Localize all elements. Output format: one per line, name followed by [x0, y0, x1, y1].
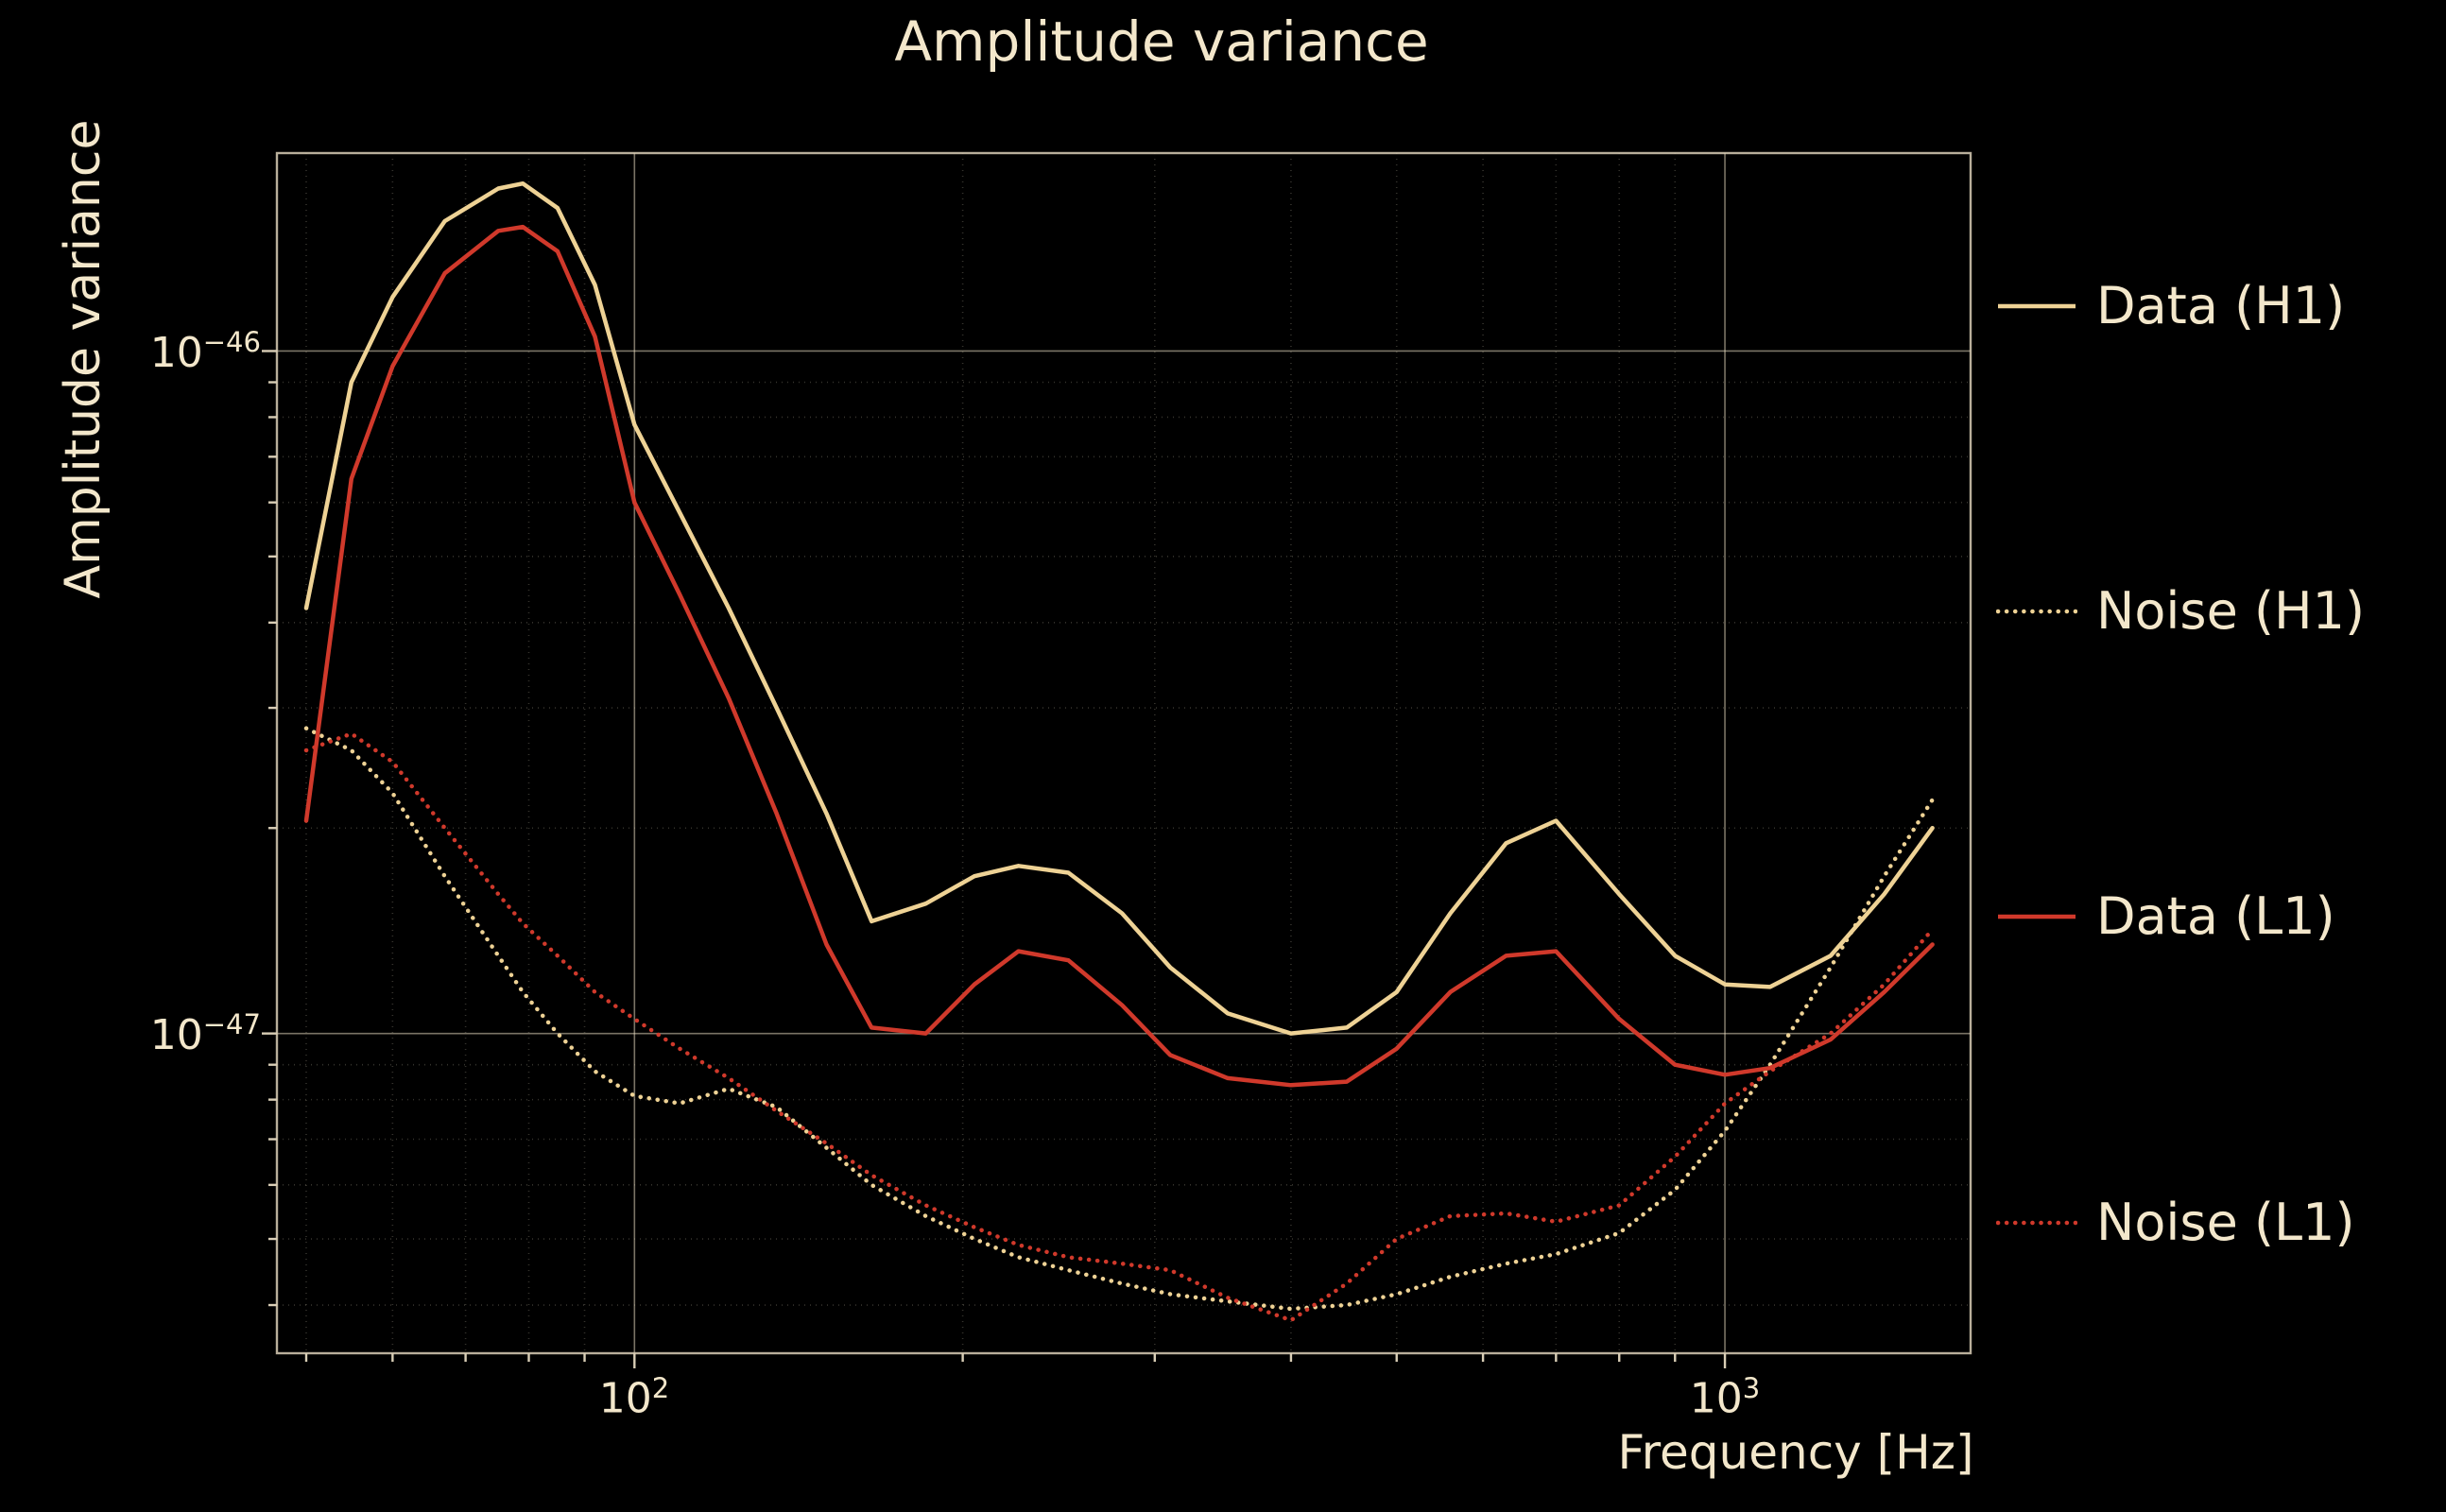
series-line-noise-l1 — [303, 730, 1935, 1323]
legend-entry-noise-h1: Noise (H1) — [1996, 581, 2365, 641]
y-tick-label-1e-46: 10−46 — [150, 326, 261, 377]
x-tick-exponent: 2 — [651, 1372, 670, 1404]
y-tick-exponent: −46 — [202, 326, 261, 359]
y-tick-label-1e-47: 10−47 — [150, 1008, 261, 1059]
legend-entry-noise-l1: Noise (L1) — [1996, 1193, 2355, 1252]
y-tick-exponent: −47 — [202, 1008, 261, 1041]
plot-border — [275, 151, 1972, 1355]
x-axis-label: Frequency [Hz] — [1617, 1425, 1974, 1480]
legend-label: Noise (H1) — [2096, 581, 2366, 641]
x-tick-label-100: 102 — [599, 1372, 669, 1423]
legend-label: Noise (L1) — [2096, 1193, 2355, 1252]
series-line-noise-h1 — [303, 726, 1935, 1312]
series-line-data-h1 — [303, 180, 1935, 1036]
legend-line-sample-noise-h1 — [1996, 609, 2077, 613]
x-tick-label-1000: 103 — [1690, 1372, 1760, 1423]
legend-line-sample-data-l1 — [1998, 914, 2076, 919]
y-tick-base: 10 — [149, 328, 203, 377]
x-tick-base: 10 — [598, 1374, 652, 1423]
legend-line-sample-data-h1 — [1998, 303, 2076, 308]
y-axis-label: Amplitude variance — [55, 119, 112, 599]
legend-line-sample-noise-l1 — [1996, 1220, 2077, 1225]
legend-entry-data-h1: Data (H1) — [1996, 276, 2345, 335]
y-tick-base: 10 — [149, 1010, 203, 1059]
legend-entry-data-l1: Data (L1) — [1996, 886, 2335, 946]
series-line-data-l1 — [303, 224, 1935, 1088]
x-tick-base: 10 — [1689, 1374, 1743, 1423]
legend-label: Data (L1) — [2096, 886, 2335, 946]
chart-title: Amplitude variance — [894, 9, 1429, 74]
x-tick-exponent: 3 — [1742, 1372, 1761, 1404]
legend-label: Data (H1) — [2096, 276, 2346, 335]
